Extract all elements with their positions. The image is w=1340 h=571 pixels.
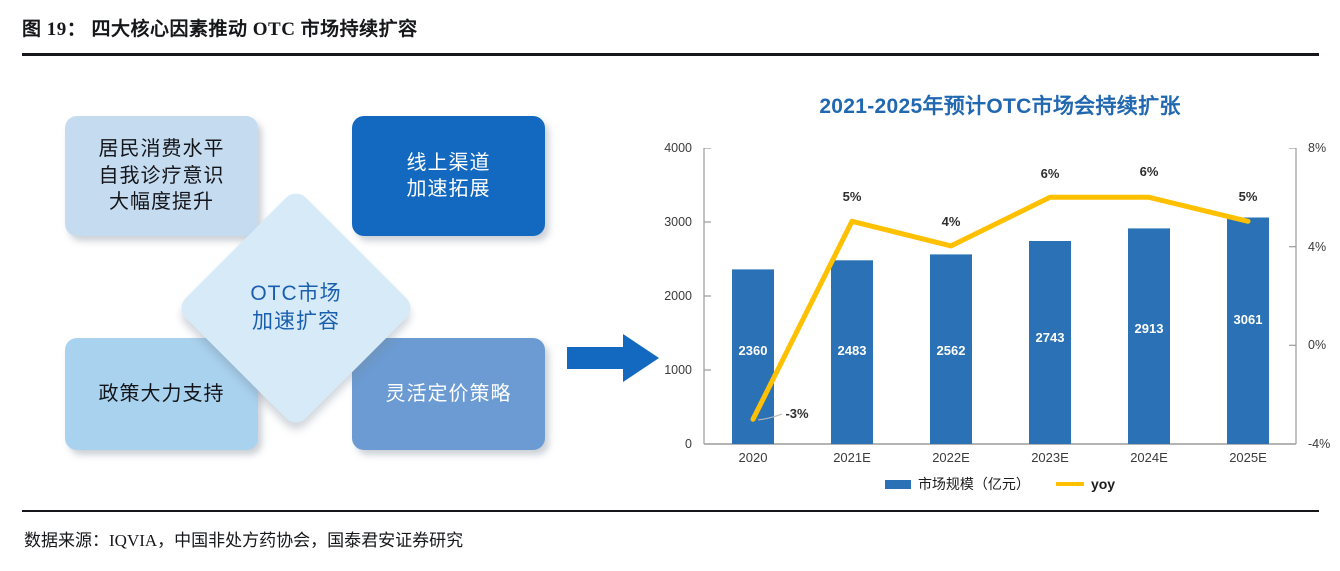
x-axis-label-2021E: 2021E bbox=[833, 450, 871, 465]
y-axis-tick-4000: 4000 bbox=[664, 141, 692, 155]
bar-label-2025E: 3061 bbox=[1233, 312, 1263, 327]
legend-entry-market-size[interactable]: 市场规模（亿元） bbox=[884, 474, 1030, 494]
yoy-label-2024E: 6% bbox=[1139, 164, 1159, 179]
bar-label-2024E: 2913 bbox=[1134, 321, 1164, 336]
yoy-line[interactable] bbox=[750, 194, 1251, 422]
chart-plot-area: 4000 3000 2000 1000 0 8% 4% 0% -4% bbox=[664, 141, 1330, 451]
bar-2022E[interactable] bbox=[930, 254, 972, 444]
diagram-node-online-channel-line1: 线上渠道 bbox=[406, 151, 491, 174]
legend-label-market-size: 市场规模（亿元） bbox=[917, 478, 1030, 493]
yoy-label-2021E: 5% bbox=[842, 189, 862, 204]
bar-label-2022E: 2562 bbox=[936, 343, 966, 358]
callout-leader-line bbox=[757, 413, 783, 421]
diagram-node-flexible-pricing-label: 灵活定价策略 bbox=[385, 382, 512, 405]
diagram-node-consumption-line2: 自我诊疗意识 bbox=[98, 164, 225, 187]
bar-2024E[interactable] bbox=[1128, 228, 1170, 444]
diamond-shape bbox=[175, 187, 417, 429]
source-note: 数据来源：IQVIA，中国非处方药协会，国泰君安证券研究 bbox=[24, 531, 464, 550]
yoy-label-2023E: 6% bbox=[1040, 166, 1060, 181]
bar-2021E[interactable] bbox=[831, 260, 873, 444]
header-divider bbox=[22, 53, 1319, 56]
otc-market-chart: 2021-2025年预计OTC市场会持续扩张 4000 3000 2000 10… bbox=[660, 70, 1340, 500]
diagram-node-consumption-line3: 大幅度提升 bbox=[109, 191, 214, 214]
chart-title: 2021-2025年预计OTC市场会持续扩张 bbox=[819, 95, 1181, 118]
y2-axis-tick-0: 0% bbox=[1308, 338, 1327, 353]
x-axis-label-2025E: 2025E bbox=[1229, 450, 1267, 465]
yoy-label-2025E: 5% bbox=[1238, 189, 1258, 204]
diagram-node-online-channel-text: 线上渠道 加速拓展 bbox=[407, 150, 491, 203]
y2-axis-tick-8: 8% bbox=[1308, 141, 1327, 155]
bar-2023E[interactable] bbox=[1029, 241, 1071, 444]
diagram-node-consumption-text: 居民消费水平 自我诊疗意识 大幅度提升 bbox=[99, 136, 225, 215]
x-axis-labels: 2020 2021E 2022E 2023E 2024E 2025E bbox=[700, 450, 1300, 470]
factors-diagram: 居民消费水平 自我诊疗意识 大幅度提升 线上渠道 加速拓展 政策大力支持 灵活定… bbox=[0, 70, 659, 490]
y2-axis-tick-neg4: -4% bbox=[1308, 437, 1331, 451]
figure-header: 图 19： 四大核心因素推动 OTC 市场持续扩容 bbox=[22, 14, 1318, 41]
bar-label-2023E: 2743 bbox=[1035, 330, 1065, 345]
diagram-node-online-channel[interactable]: 线上渠道 加速拓展 bbox=[352, 116, 545, 236]
chart-svg bbox=[703, 148, 1297, 445]
x-axis-label-2024E: 2024E bbox=[1130, 450, 1168, 465]
legend-label-yoy: yoy bbox=[1090, 476, 1116, 492]
y-axis-tick-2000: 2000 bbox=[664, 289, 692, 303]
yoy-label-2022E: 4% bbox=[941, 214, 961, 229]
diagram-node-flexible-pricing[interactable]: 灵活定价策略 bbox=[352, 338, 545, 450]
footer-divider bbox=[22, 510, 1319, 512]
x-axis-label-2023E: 2023E bbox=[1031, 450, 1069, 465]
x-axis-label-2022E: 2022E bbox=[932, 450, 970, 465]
diagram-node-consumption[interactable]: 居民消费水平 自我诊疗意识 大幅度提升 bbox=[65, 116, 258, 236]
bar-label-2020: 2360 bbox=[738, 343, 768, 358]
legend-bar-swatch bbox=[884, 479, 911, 489]
y-axis-tick-3000: 3000 bbox=[664, 215, 692, 229]
bar-2025E[interactable] bbox=[1227, 217, 1269, 445]
y-axis-tick-0: 0 bbox=[685, 437, 692, 451]
y2-axis-tick-4: 4% bbox=[1308, 239, 1327, 254]
y-axis-tick-1000: 1000 bbox=[664, 363, 692, 377]
chart-legend: 市场规模（亿元） yoy bbox=[660, 474, 1340, 494]
bar-label-2021E: 2483 bbox=[837, 343, 867, 358]
legend-line-swatch bbox=[1055, 482, 1084, 486]
legend-entry-yoy[interactable]: yoy bbox=[1055, 476, 1116, 492]
diagram-node-consumption-line1: 居民消费水平 bbox=[98, 138, 225, 161]
x-axis-label-2020: 2020 bbox=[738, 450, 768, 465]
diagram-node-online-channel-line2: 加速拓展 bbox=[406, 178, 491, 200]
right-arrow-icon bbox=[567, 334, 659, 382]
diagram-center-node[interactable]: OTC市场 加速扩容 bbox=[175, 187, 417, 429]
diagram-node-policy-support-label: 政策大力支持 bbox=[98, 382, 225, 405]
yoy-label-2020: -3% bbox=[785, 406, 809, 421]
figure-title: 图 19： 四大核心因素推动 OTC 市场持续扩容 bbox=[22, 19, 418, 40]
